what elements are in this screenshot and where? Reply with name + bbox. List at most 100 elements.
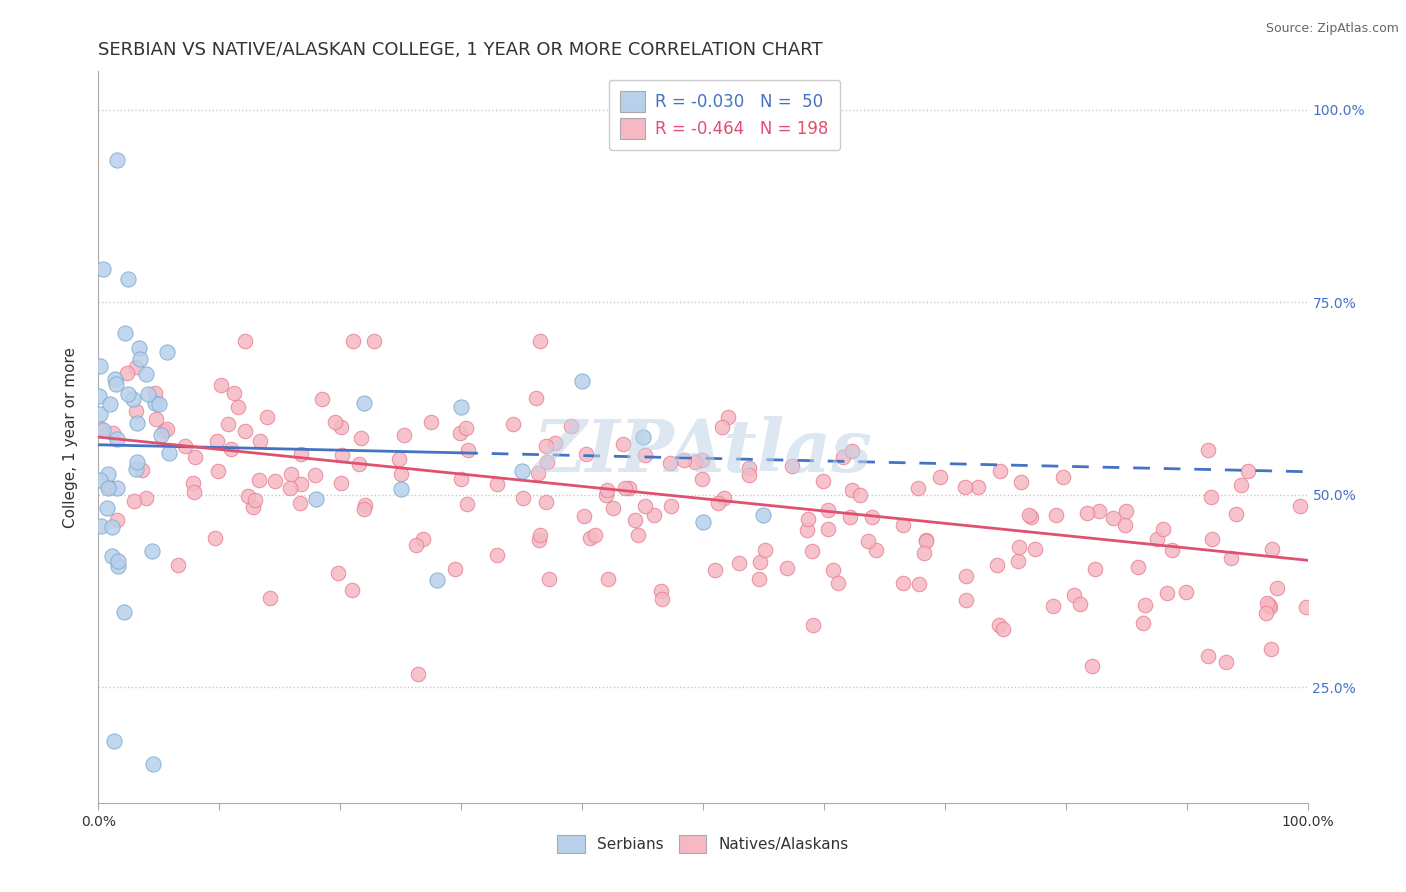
Point [634, 448, 657, 462]
Point [127, 455, 149, 469]
Point [143, 396, 166, 410]
Point [849, 488, 872, 502]
Point [683, 454, 706, 468]
Point [713, 491, 735, 505]
Point [717, 409, 740, 424]
Point [323, 415, 346, 429]
Point [125, 462, 148, 476]
Point [89, 408, 111, 422]
Point [928, 470, 950, 484]
Point [703, 563, 725, 577]
Point [827, 575, 849, 590]
Point [1052, 470, 1074, 484]
Point [128, 341, 150, 355]
Point [915, 534, 938, 549]
Point [1152, 522, 1174, 536]
Point [450, 400, 472, 414]
Point [486, 548, 509, 562]
Point [907, 577, 929, 591]
Point [305, 491, 328, 506]
Point [865, 542, 887, 557]
Point [104, 372, 127, 386]
Point [1265, 581, 1288, 595]
Point [748, 572, 770, 586]
Point [96, 467, 118, 481]
Point [800, 544, 823, 558]
Point [1260, 642, 1282, 657]
Point [290, 446, 312, 460]
Point [893, 517, 915, 532]
Point [304, 468, 326, 483]
Point [353, 396, 375, 410]
Point [141, 544, 163, 558]
Point [752, 508, 775, 523]
Point [135, 367, 157, 381]
Point [659, 499, 682, 513]
Point [643, 508, 665, 522]
Point [350, 431, 373, 445]
Point [780, 458, 803, 473]
Point [634, 499, 657, 513]
Point [986, 558, 1008, 572]
Point [1069, 597, 1091, 611]
Point [219, 442, 242, 457]
Point [1135, 598, 1157, 612]
Point [347, 458, 370, 472]
Point [560, 419, 582, 434]
Point [450, 472, 472, 486]
Point [226, 400, 249, 414]
Point [149, 428, 172, 442]
Point [93, 424, 115, 438]
Point [353, 501, 375, 516]
Point [278, 481, 301, 495]
Point [1081, 658, 1104, 673]
Point [117, 387, 139, 401]
Point [912, 546, 935, 560]
Point [538, 573, 561, 587]
Point [823, 563, 845, 577]
Point [217, 417, 239, 432]
Point [412, 533, 434, 547]
Point [91, 261, 114, 276]
Point [1215, 655, 1237, 669]
Point [534, 439, 557, 453]
Point [290, 477, 312, 491]
Point [860, 510, 883, 524]
Point [207, 464, 229, 478]
Point [167, 558, 190, 572]
Point [1114, 518, 1136, 533]
Point [174, 440, 197, 454]
Point [131, 462, 153, 476]
Point [98, 480, 121, 494]
Point [534, 495, 557, 509]
Point [181, 475, 204, 490]
Point [627, 528, 650, 542]
Point [955, 592, 977, 607]
Point [156, 422, 179, 436]
Point [914, 533, 936, 547]
Point [330, 476, 353, 491]
Point [707, 496, 730, 510]
Point [526, 466, 548, 480]
Point [128, 351, 150, 366]
Point [596, 483, 619, 498]
Point [117, 366, 139, 380]
Point [89, 359, 111, 373]
Point [89, 421, 111, 435]
Point [107, 554, 129, 568]
Point [204, 531, 226, 545]
Point [1219, 550, 1241, 565]
Point [1175, 585, 1198, 599]
Point [456, 497, 478, 511]
Point [1258, 598, 1281, 612]
Point [1007, 554, 1029, 568]
Point [114, 605, 136, 619]
Point [1132, 615, 1154, 630]
Point [454, 421, 477, 435]
Point [406, 666, 429, 681]
Point [988, 464, 1011, 478]
Point [238, 489, 260, 503]
Point [907, 482, 929, 496]
Point [817, 503, 839, 517]
Point [1128, 560, 1150, 574]
